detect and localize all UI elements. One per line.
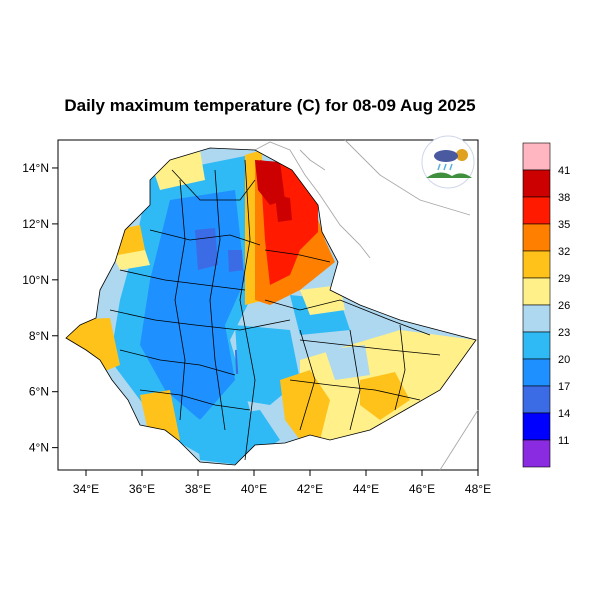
colorbar-legend: 41 38 35 32 29 26 23 20 17 14 11 xyxy=(522,142,570,468)
x-tick-label: 48°E xyxy=(465,482,491,496)
y-tick-label: 8°N xyxy=(29,329,49,343)
colorbar-swatch xyxy=(522,169,551,198)
x-tick-label: 40°E xyxy=(241,482,267,496)
map-title: Daily maximum temperature (C) for 08-09 … xyxy=(64,96,475,115)
colorbar-swatch xyxy=(522,250,551,279)
x-tick-label: 42°E xyxy=(297,482,323,496)
colorbar-label: 38 xyxy=(558,192,570,204)
colorbar-swatch xyxy=(522,439,551,468)
y-tick-label: 10°N xyxy=(22,273,49,287)
neighbor-borders xyxy=(254,139,479,471)
y-tick-label: 12°N xyxy=(22,217,49,231)
colorbar-label: 29 xyxy=(558,273,570,285)
x-tick-label: 38°E xyxy=(185,482,211,496)
x-axis: 34°E 36°E 38°E 40°E 42°E 44°E 46°E 48°E xyxy=(73,470,491,496)
colorbar-label: 35 xyxy=(558,219,570,231)
colorbar-label: 17 xyxy=(558,381,570,393)
colorbar-swatch xyxy=(522,412,551,441)
x-tick-label: 34°E xyxy=(73,482,99,496)
colorbar-label: 26 xyxy=(558,300,570,312)
ethiopia-boundaries xyxy=(65,147,477,466)
y-tick-label: 14°N xyxy=(22,161,49,175)
colorbar-swatch xyxy=(522,142,551,171)
colorbar-swatch xyxy=(522,277,551,306)
colorbar-swatch xyxy=(522,196,551,225)
colorbar-swatch xyxy=(522,385,551,414)
colorbar-swatch xyxy=(522,304,551,333)
colorbar-swatch xyxy=(522,223,551,252)
y-tick-label: 4°N xyxy=(29,441,49,455)
colorbar-label: 23 xyxy=(558,327,570,339)
x-tick-label: 46°E xyxy=(409,482,435,496)
colorbar-label: 32 xyxy=(558,246,570,258)
colorbar-label: 14 xyxy=(558,408,570,420)
colorbar-swatch xyxy=(522,358,551,387)
x-tick-label: 36°E xyxy=(129,482,155,496)
weather-agency-logo xyxy=(421,135,475,189)
colorbar-label: 41 xyxy=(558,165,570,177)
y-axis: 14°N 12°N 10°N 8°N 6°N 4°N xyxy=(22,161,58,455)
x-tick-label: 44°E xyxy=(353,482,379,496)
y-tick-label: 6°N xyxy=(29,385,49,399)
colorbar-swatch xyxy=(522,331,551,360)
colorbar-label: 20 xyxy=(558,354,570,366)
colorbar-label: 11 xyxy=(558,435,569,447)
